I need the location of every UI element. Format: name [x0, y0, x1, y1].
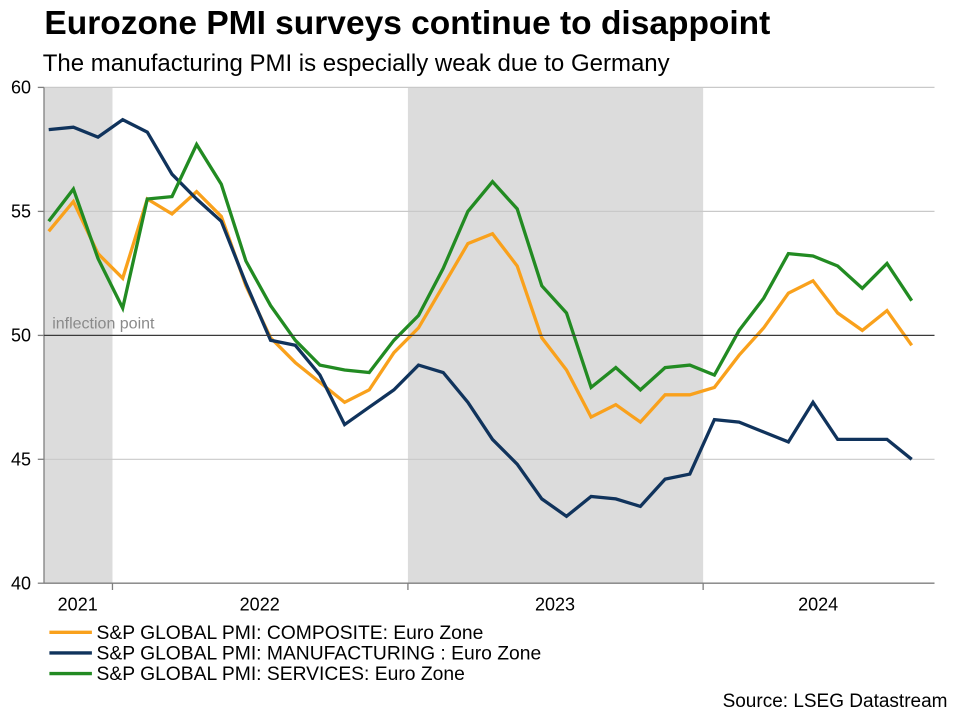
svg-text:50: 50: [11, 326, 31, 346]
svg-text:2023: 2023: [535, 595, 575, 615]
svg-text:Eurozone PMI surveys continue: Eurozone PMI surveys continue to disappo…: [44, 5, 770, 42]
svg-text:S&P GLOBAL PMI: SERVICES: Euro: S&P GLOBAL PMI: SERVICES: Euro Zone: [97, 664, 465, 685]
svg-text:40: 40: [11, 573, 31, 593]
svg-text:2024: 2024: [798, 595, 838, 615]
svg-text:2022: 2022: [240, 595, 280, 615]
svg-text:45: 45: [11, 450, 31, 470]
svg-text:inflection point: inflection point: [52, 315, 155, 332]
svg-text:The manufacturing PMI is espec: The manufacturing PMI is especially weak…: [43, 50, 670, 77]
svg-text:60: 60: [11, 78, 31, 98]
svg-text:S&P GLOBAL PMI: COMPOSITE: Eur: S&P GLOBAL PMI: COMPOSITE: Euro Zone: [97, 623, 484, 644]
svg-text:Source: LSEG Datastream: Source: LSEG Datastream: [723, 691, 948, 712]
svg-text:S&P GLOBAL PMI: MANUFACTURING: S&P GLOBAL PMI: MANUFACTURING : Euro Zon…: [97, 643, 542, 664]
svg-text:2021: 2021: [58, 595, 98, 615]
svg-text:55: 55: [11, 202, 31, 222]
